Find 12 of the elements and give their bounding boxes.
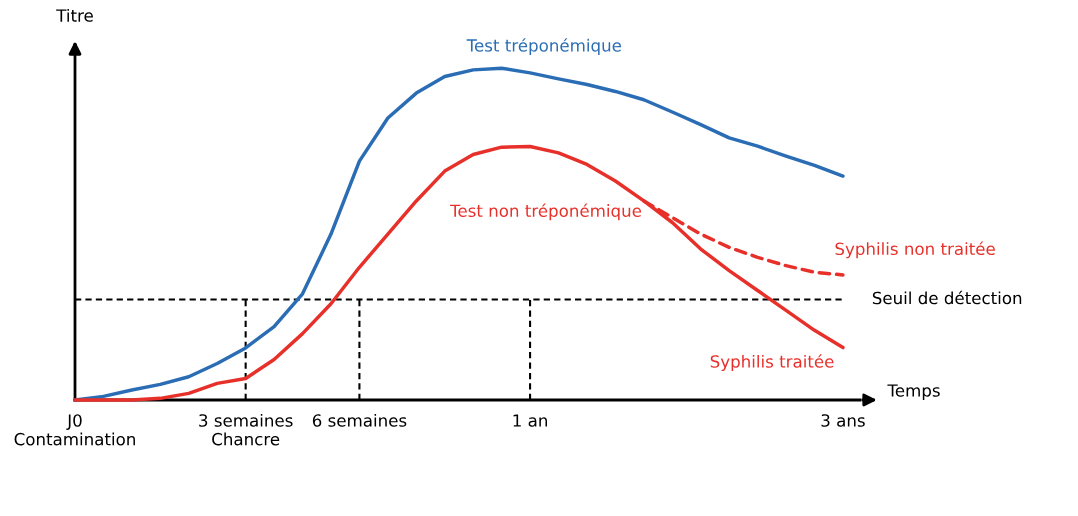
series-label: Test tréponémique [466,38,622,55]
annotation: Test non tréponémique [450,203,642,221]
y-axis-title: Titre [56,8,93,22]
x-axis-title: Temps [887,384,940,400]
x-tick-label: J0 Contamination [14,414,135,446]
x-tick-label: 3 ans [821,414,865,427]
ref-line-label: Seuil de détection [872,290,1022,305]
x-tick-label: 3 semaines Chancre [199,413,293,446]
series-label: Syphilis traitée [710,354,834,372]
series-label: Syphilis non traitée [835,241,995,259]
x-tick-label: 1 an [513,414,547,427]
x-tick-label: 6 semaines [312,413,407,427]
